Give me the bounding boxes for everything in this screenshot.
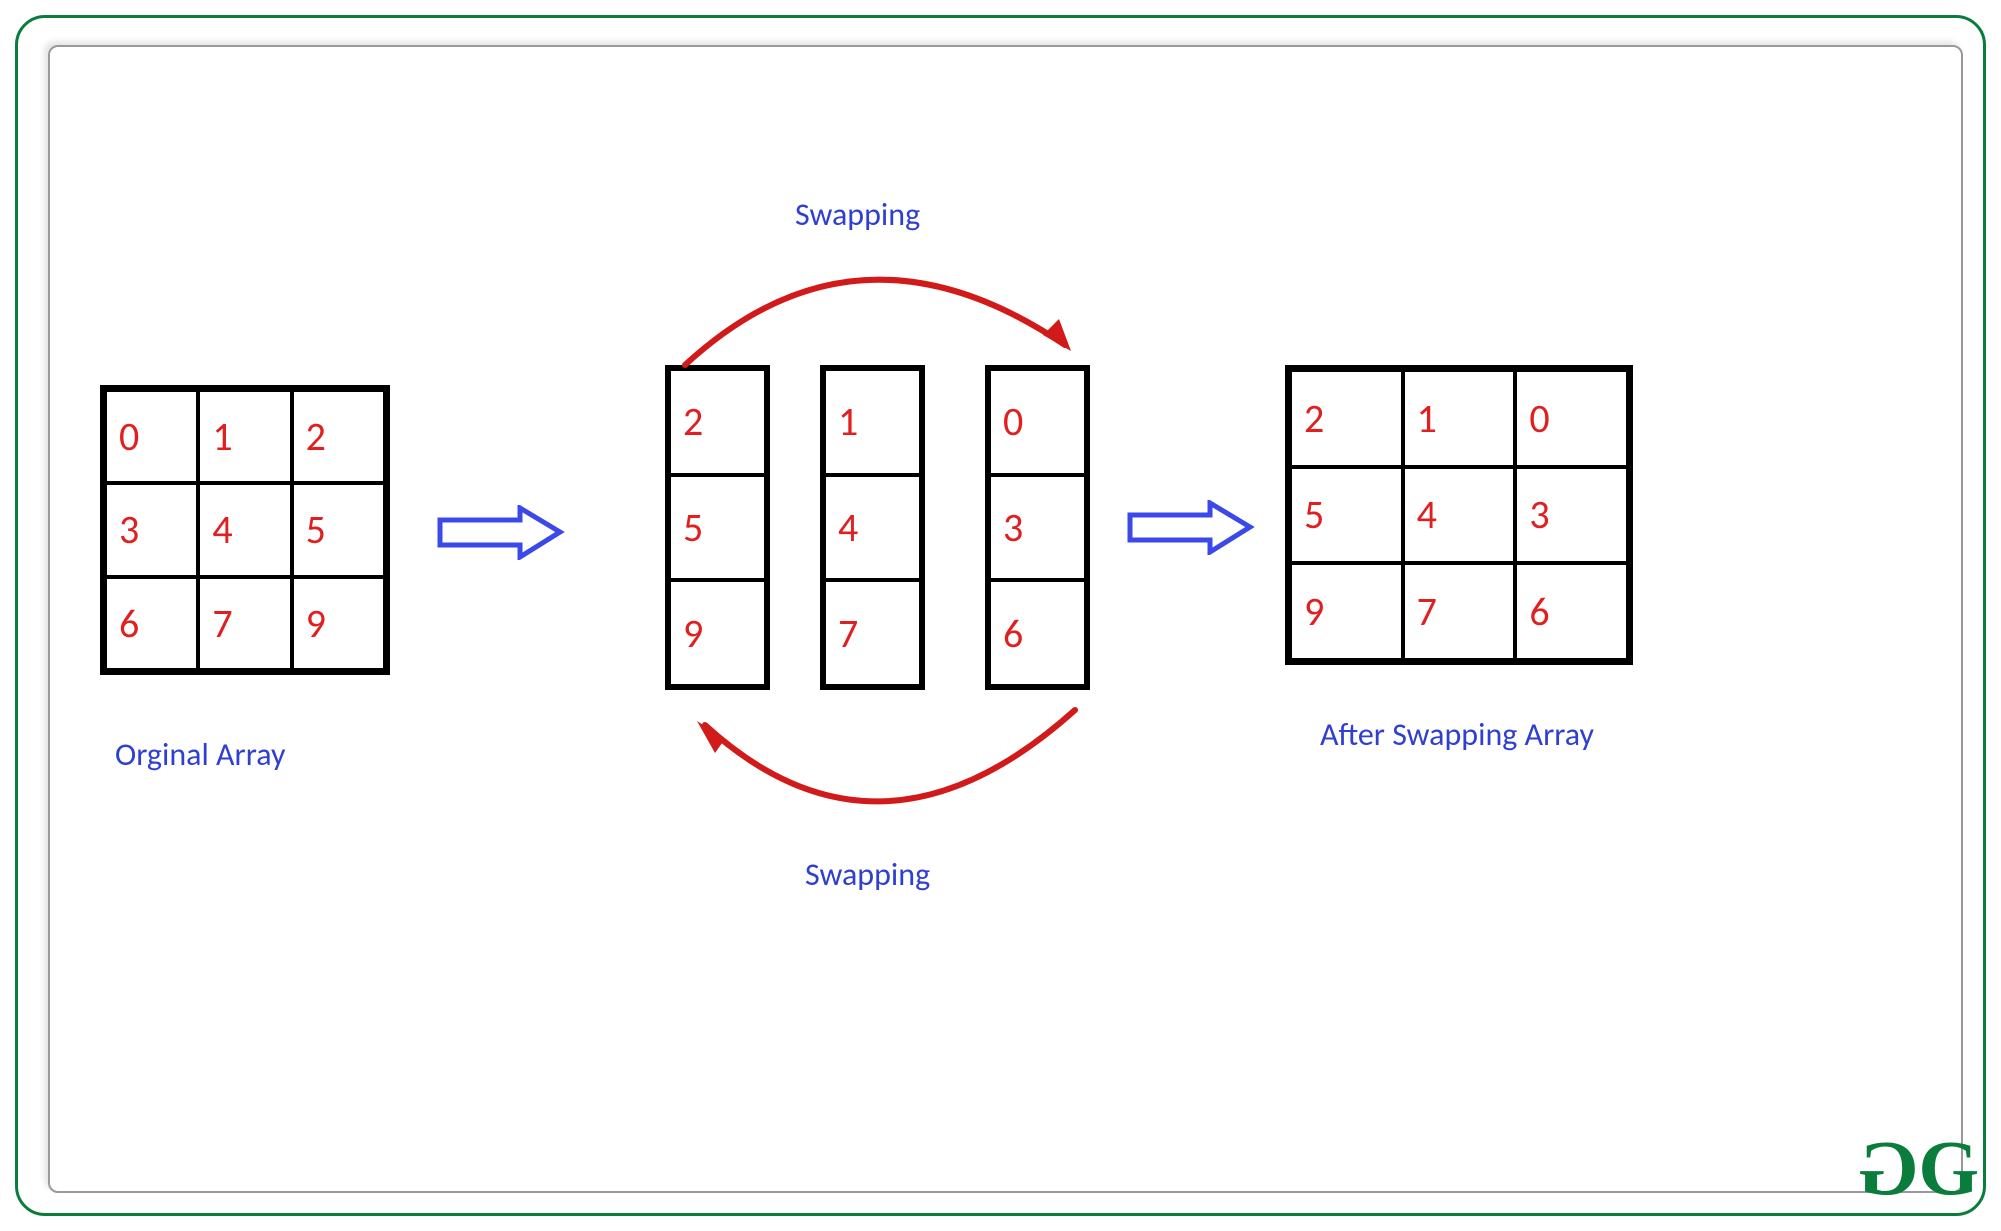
grid-cell: 7 bbox=[198, 577, 291, 670]
column-cell: 1 bbox=[824, 369, 921, 475]
grid-cell: 3 bbox=[1515, 467, 1628, 564]
grid-cell: 9 bbox=[292, 577, 385, 670]
middle-column-a: 259 bbox=[665, 365, 770, 690]
after-swapping-label: After Swapping Array bbox=[1320, 715, 1594, 754]
arrow-2-icon bbox=[1125, 500, 1255, 555]
swap-arc-bottom-icon bbox=[660, 690, 1100, 850]
grid-cell: 2 bbox=[1290, 370, 1403, 467]
column-cell: 3 bbox=[989, 475, 1086, 581]
grid-cell: 6 bbox=[1515, 563, 1628, 660]
grid-cell: 9 bbox=[1290, 563, 1403, 660]
grid-cell: 1 bbox=[198, 390, 291, 483]
column-cell: 6 bbox=[989, 580, 1086, 686]
column-cell: 7 bbox=[824, 580, 921, 686]
grid-cell: 3 bbox=[105, 483, 198, 576]
column-cell: 9 bbox=[669, 580, 766, 686]
grid-cell: 0 bbox=[1515, 370, 1628, 467]
middle-column-c: 036 bbox=[985, 365, 1090, 690]
logo-letter-b: G bbox=[1918, 1124, 1971, 1211]
grid-cell: 5 bbox=[292, 483, 385, 576]
column-cell: 4 bbox=[824, 475, 921, 581]
column-cell: 0 bbox=[989, 369, 1086, 475]
grid-cell: 5 bbox=[1290, 467, 1403, 564]
column-cell: 5 bbox=[669, 475, 766, 581]
grid-cell: 2 bbox=[292, 390, 385, 483]
column-cell: 2 bbox=[669, 369, 766, 475]
middle-column-b: 147 bbox=[820, 365, 925, 690]
grid-cell: 1 bbox=[1403, 370, 1516, 467]
geeksforgeeks-logo: GG bbox=[1866, 1123, 1971, 1213]
logo-letter-a: G bbox=[1866, 1123, 1919, 1213]
grid-cell: 4 bbox=[1403, 467, 1516, 564]
swapping-top-label: Swapping bbox=[795, 195, 920, 234]
grid-cell: 4 bbox=[198, 483, 291, 576]
swap-arc-top-icon bbox=[660, 230, 1100, 370]
result-array-grid: 210 543 976 bbox=[1285, 365, 1633, 665]
arrow-1-icon bbox=[435, 505, 565, 560]
grid-cell: 7 bbox=[1403, 563, 1516, 660]
original-array-grid: 012 345 679 bbox=[100, 385, 390, 675]
grid-cell: 0 bbox=[105, 390, 198, 483]
original-array-label: Orginal Array bbox=[115, 735, 285, 774]
grid-cell: 6 bbox=[105, 577, 198, 670]
swapping-bottom-label: Swapping bbox=[805, 855, 930, 894]
